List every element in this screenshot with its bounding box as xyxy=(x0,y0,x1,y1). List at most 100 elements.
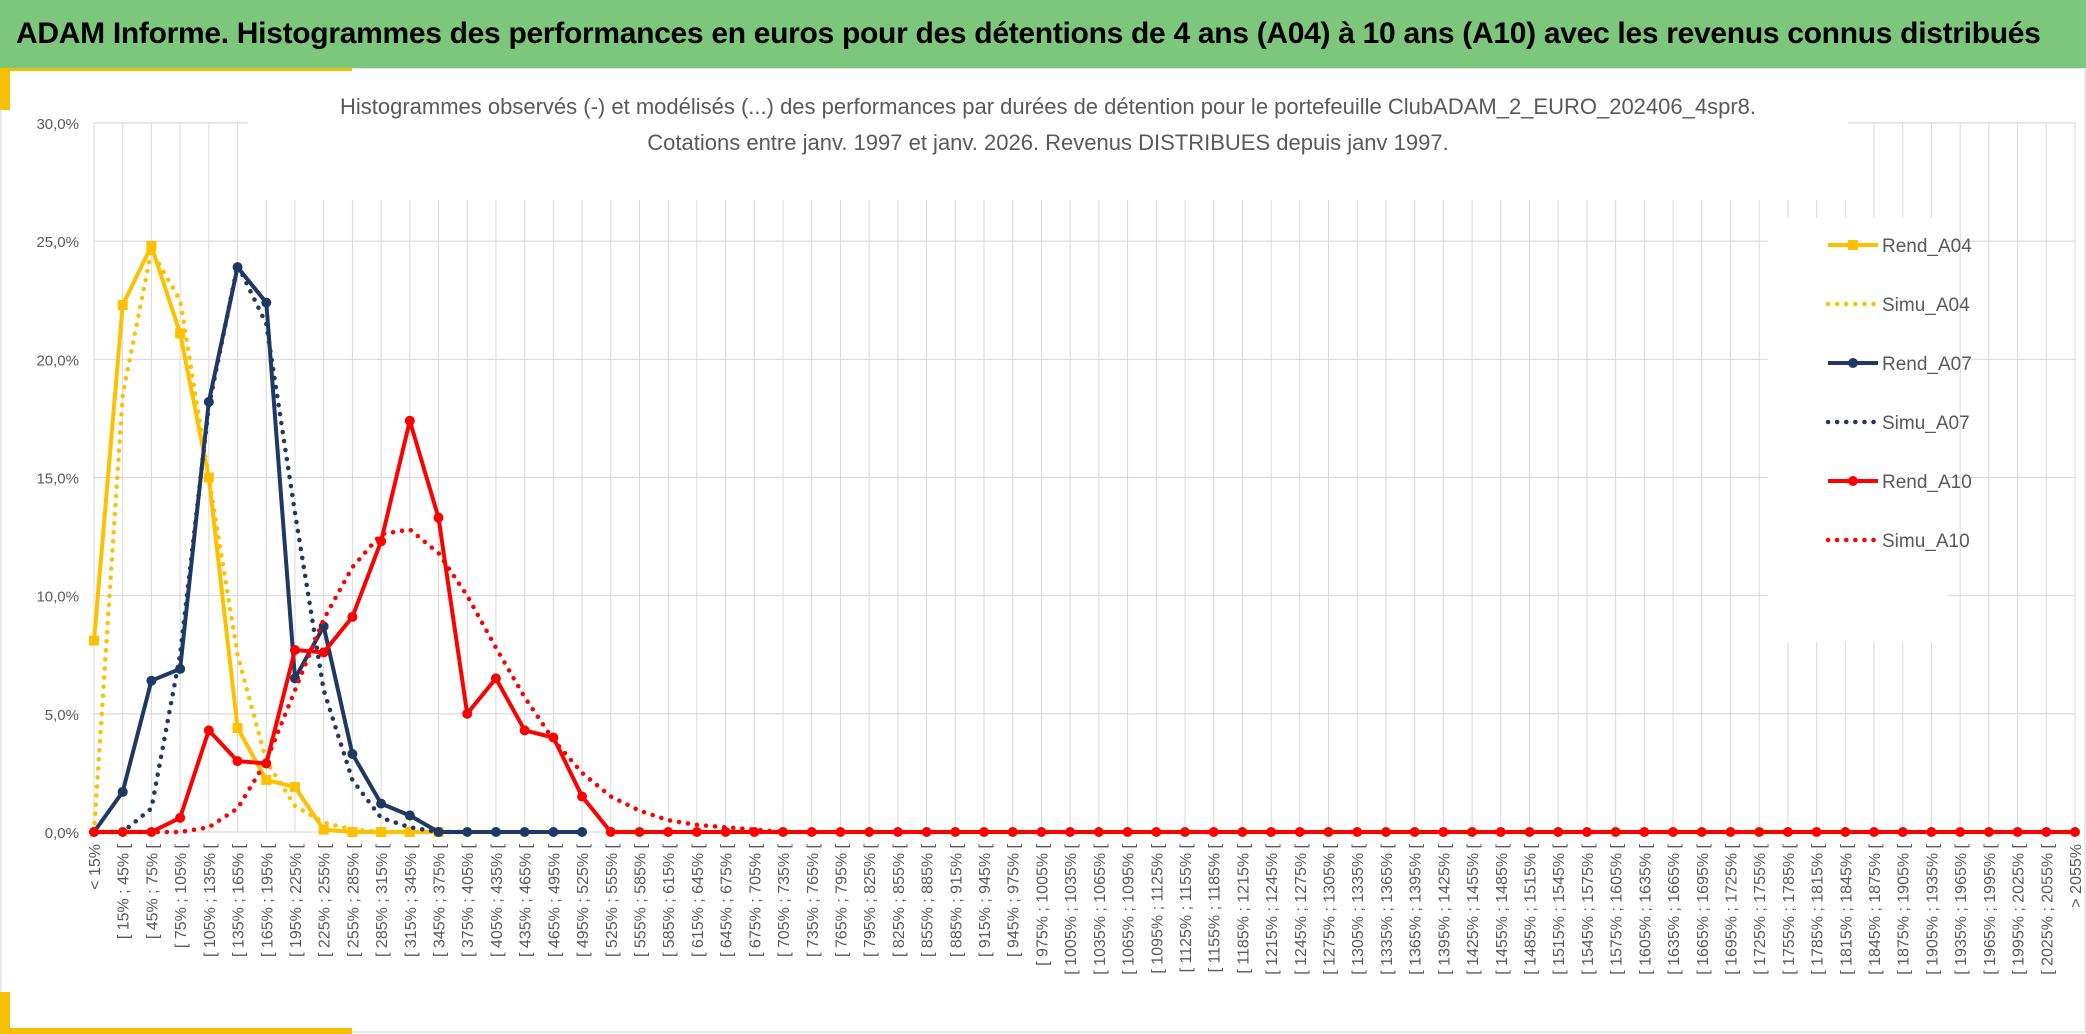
data-point-Rend_A10 xyxy=(1926,827,1937,837)
data-point-Rend_A10 xyxy=(1151,827,1162,837)
x-tick-label: [ 465% ; 495% [ xyxy=(546,843,563,957)
data-point-Rend_A10 xyxy=(1524,827,1535,837)
data-point-Rend_A10 xyxy=(892,827,903,837)
data-point-Rend_A10 xyxy=(835,827,846,837)
data-point-Rend_A10 xyxy=(462,708,473,719)
data-point-Rend_A10 xyxy=(1610,827,1621,837)
data-point-Rend_A07 xyxy=(318,621,329,632)
data-point-Rend_A10 xyxy=(979,827,990,837)
x-tick-label: [ 1575% ; 1605% [ xyxy=(1609,843,1626,974)
data-point-Rend_A10 xyxy=(1093,827,1104,837)
x-tick-label: [ 1545% ; 1575% [ xyxy=(1580,843,1597,974)
x-tick-label: [ 1935% ; 1965% [ xyxy=(1953,843,1970,974)
x-tick-label: [ 1275% ; 1305% [ xyxy=(1322,843,1339,974)
legend-label: Simu_A07 xyxy=(1882,413,1970,434)
data-point-Rend_A07 xyxy=(117,786,128,797)
data-point-Rend_A10 xyxy=(577,791,588,802)
x-tick-label: [ 165% ; 195% [ xyxy=(259,843,276,957)
data-point-Rend_A04 xyxy=(318,824,329,835)
data-point-Rend_A10 xyxy=(519,725,530,736)
legend-item-Rend_A10: Rend_A10 xyxy=(1828,472,1972,493)
x-tick-label: [ 1845% ; 1875% [ xyxy=(1867,843,1884,974)
data-point-Rend_A07 xyxy=(519,827,530,837)
data-point-Rend_A07 xyxy=(261,297,272,308)
x-tick-label: [ 315% ; 345% [ xyxy=(403,843,420,957)
x-tick-label: [ 1695% ; 1725% [ xyxy=(1723,843,1740,974)
data-point-Rend_A10 xyxy=(1294,827,1305,837)
y-tick-label: 30,0% xyxy=(36,116,79,133)
x-tick-label: [ 2025% ; 2055% [ xyxy=(2039,843,2056,974)
x-tick-label: [ 975% ; 1005% [ xyxy=(1034,843,1051,965)
x-tick-label: [ 825% ; 855% [ xyxy=(891,843,908,957)
data-point-Rend_A10 xyxy=(1725,827,1736,837)
legend-label: Rend_A04 xyxy=(1882,236,1972,257)
data-point-Rend_A07 xyxy=(462,827,473,837)
x-tick-label: [ 1875% ; 1905% [ xyxy=(1896,843,1913,974)
chart-title-line-2: Cotations entre janv. 1997 et janv. 2026… xyxy=(647,130,1448,155)
x-tick-label: [ 1155% ; 1185% [ xyxy=(1207,843,1224,972)
y-tick-label: 20,0% xyxy=(36,352,79,369)
data-point-Rend_A10 xyxy=(1983,827,1994,837)
data-point-Rend_A10 xyxy=(663,827,674,837)
accent-corner-bottom-line xyxy=(0,1028,352,1034)
x-tick-label: [ 615% ; 645% [ xyxy=(690,843,707,957)
data-point-Rend_A10 xyxy=(318,647,329,658)
data-point-Rend_A10 xyxy=(1323,827,1334,837)
series-Simu_A10 xyxy=(91,527,786,835)
series-Simu_A04 xyxy=(91,248,384,835)
x-tick-label: [ 1785% ; 1815% [ xyxy=(1810,843,1827,974)
x-tick-label: [ 1485% ; 1515% [ xyxy=(1523,843,1540,974)
chart-frame: 0,0% 5,0% 10,0% 15,0% 20,0% 25,0% 30,0% < 15% [… xyxy=(0,68,2086,1034)
x-tick-label: [ 1425% ; 1455% [ xyxy=(1465,843,1482,974)
data-point-Rend_A10 xyxy=(1352,827,1363,837)
x-tick-label: [ 765% ; 795% [ xyxy=(833,843,850,957)
x-tick-label: [ 1185% ; 1215% [ xyxy=(1235,843,1252,973)
series-line-Simu_A10 xyxy=(91,527,786,835)
data-point-Rend_A04 xyxy=(289,782,300,793)
x-tick-label: [ 1815% ; 1845% [ xyxy=(1838,843,1855,974)
data-point-Rend_A10 xyxy=(1380,827,1391,837)
x-tick-label: [ 1035% ; 1065% [ xyxy=(1092,843,1109,974)
data-point-Rend_A10 xyxy=(1036,827,1047,837)
x-tick-label: [ 105% ; 135% [ xyxy=(202,843,219,957)
x-tick-label: [ 645% ; 675% [ xyxy=(719,843,736,957)
data-point-Rend_A10 xyxy=(175,812,186,823)
chart-title-backdrop xyxy=(248,90,1848,200)
x-tick-label: < 15% xyxy=(87,844,104,890)
data-point-Rend_A10 xyxy=(2070,827,2080,837)
x-tick-label: [ 1455% ; 1485% [ xyxy=(1494,843,1511,974)
data-point-Rend_A10 xyxy=(1438,827,1449,837)
chart-title-line-1: Histogrammes observés (-) et modélisés (… xyxy=(340,94,1756,119)
data-point-Rend_A04 xyxy=(404,827,415,837)
x-tick-label: [ 1125% ; 1155% [ xyxy=(1178,843,1195,972)
legend-label: Rend_A10 xyxy=(1882,472,1972,493)
data-point-Rend_A10 xyxy=(1639,827,1650,837)
accent-corner-top-line xyxy=(0,68,352,71)
x-tick-label: [ 495% ; 525% [ xyxy=(575,843,592,957)
data-point-Rend_A10 xyxy=(1754,827,1765,837)
chart-canvas: 0,0% 5,0% 10,0% 15,0% 20,0% 25,0% 30,0% < 15% [… xyxy=(0,68,2086,1034)
data-point-Rend_A04 xyxy=(232,723,243,734)
page-title: ADAM Informe. Histogrammes des performan… xyxy=(16,17,2041,50)
legend-item-Simu_A10: Simu_A10 xyxy=(1825,531,1970,552)
data-point-Rend_A04 xyxy=(89,635,99,646)
x-tick-label: [ 795% ; 825% [ xyxy=(862,843,879,957)
x-tick-label: [ 225% ; 255% [ xyxy=(317,843,334,957)
data-point-Rend_A10 xyxy=(634,827,645,837)
data-point-Rend_A10 xyxy=(1467,827,1478,837)
x-tick-label: [ 675% ; 705% [ xyxy=(747,843,764,957)
x-tick-label: [ 735% ; 765% [ xyxy=(805,843,822,957)
data-point-Rend_A10 xyxy=(864,827,875,837)
data-point-Rend_A10 xyxy=(347,611,358,622)
data-point-Rend_A10 xyxy=(1179,827,1190,837)
data-point-Rend_A10 xyxy=(1409,827,1420,837)
data-point-Rend_A10 xyxy=(490,673,501,684)
x-tick-label: [ 15% ; 45% [ xyxy=(116,843,133,939)
y-tick-label: 25,0% xyxy=(36,234,79,251)
data-point-Rend_A07 xyxy=(146,675,157,686)
plot-series xyxy=(89,240,2080,837)
y-tick-label: 15,0% xyxy=(36,471,79,488)
x-tick-label: [ 1725% ; 1755% [ xyxy=(1752,843,1769,974)
data-point-Rend_A07 xyxy=(404,810,415,821)
x-tick-label: [ 1515% ; 1545% [ xyxy=(1551,843,1568,974)
